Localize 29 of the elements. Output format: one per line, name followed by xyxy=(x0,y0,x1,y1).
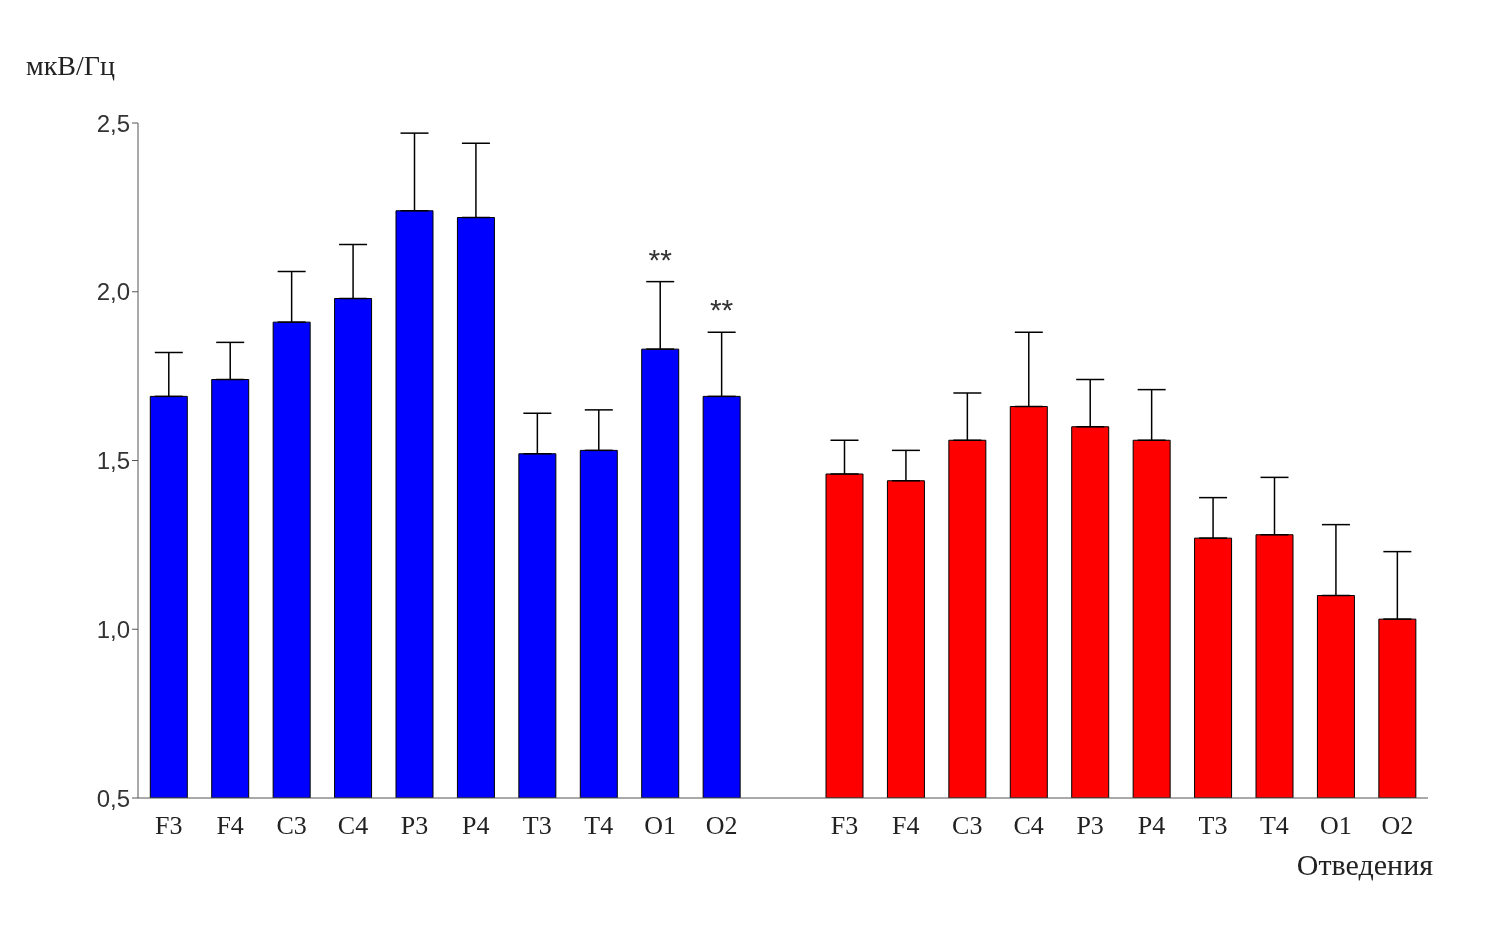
x-tick-label: T4 xyxy=(1259,811,1289,841)
x-tick-label: F4 xyxy=(216,811,244,841)
x-tick-label: F3 xyxy=(830,811,859,841)
x-axis-title: Отведения xyxy=(1296,848,1433,882)
x-tick-label: F4 xyxy=(892,811,920,841)
x-tick-label: P3 xyxy=(400,811,429,841)
x-tick-label: C3 xyxy=(276,811,307,841)
y-tick-label: 2,0 xyxy=(96,278,130,306)
y-tick-label: 1,0 xyxy=(96,615,130,643)
x-tick-label: P4 xyxy=(1137,811,1166,841)
y-axis-title: мкВ/Гц xyxy=(26,50,115,82)
x-tick-label: O2 xyxy=(705,811,738,841)
y-tick-label: 1,5 xyxy=(96,447,130,475)
x-tick-label: P4 xyxy=(462,811,490,841)
x-tick-label: T3 xyxy=(522,811,552,841)
y-tick-label: 0,5 xyxy=(96,784,130,812)
x-tick-label: P3 xyxy=(1076,811,1104,841)
x-tick-label: F3 xyxy=(154,811,183,841)
y-tick-label: 2,5 xyxy=(96,109,130,137)
x-tick-label: C3 xyxy=(952,811,983,841)
x-tick-label: C4 xyxy=(1013,811,1044,841)
x-tick-label: T4 xyxy=(584,811,614,841)
annotation: ** xyxy=(709,293,734,327)
annotation: ** xyxy=(648,242,673,276)
x-tick-label: O1 xyxy=(1319,811,1352,841)
x-tick-label: T3 xyxy=(1198,811,1228,841)
x-tick-label: O2 xyxy=(1381,811,1414,841)
x-tick-label: C4 xyxy=(337,811,369,841)
x-tick-label: O1 xyxy=(644,811,677,841)
